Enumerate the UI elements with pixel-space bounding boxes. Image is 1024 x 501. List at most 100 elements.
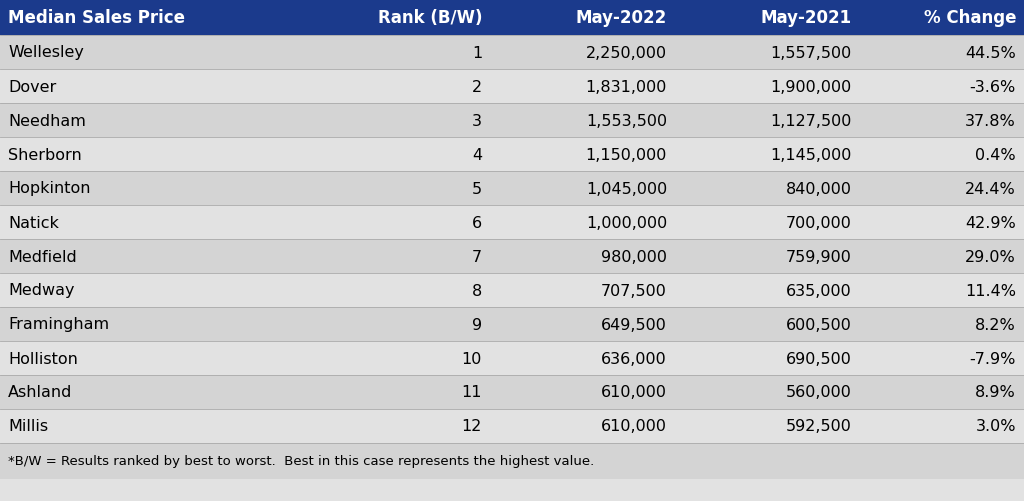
Bar	[0, 70, 310, 104]
Text: 9: 9	[472, 317, 482, 332]
Text: 24.4%: 24.4%	[966, 181, 1016, 196]
Bar	[490, 308, 675, 341]
Bar	[860, 375, 1024, 409]
Bar	[310, 274, 490, 308]
Text: 4: 4	[472, 147, 482, 162]
Text: 1,900,000: 1,900,000	[771, 79, 852, 94]
Text: Sherborn: Sherborn	[8, 147, 82, 162]
Text: 690,500: 690,500	[786, 351, 852, 366]
Bar	[860, 341, 1024, 375]
Text: 560,000: 560,000	[786, 385, 852, 400]
Text: 1: 1	[472, 46, 482, 61]
Bar	[0, 104, 310, 138]
Bar	[310, 341, 490, 375]
Text: May-2022: May-2022	[575, 9, 667, 27]
Bar	[860, 172, 1024, 205]
Text: 2: 2	[472, 79, 482, 94]
Text: Dover: Dover	[8, 79, 56, 94]
Bar	[0, 443, 1024, 479]
Text: Holliston: Holliston	[8, 351, 78, 366]
Text: Rank (B/W): Rank (B/W)	[378, 9, 482, 27]
Bar	[310, 172, 490, 205]
Bar	[675, 36, 860, 70]
Bar	[675, 138, 860, 172]
Bar	[310, 308, 490, 341]
Text: 700,000: 700,000	[786, 215, 852, 230]
Text: 707,500: 707,500	[601, 283, 667, 298]
Bar	[490, 70, 675, 104]
Bar	[490, 36, 675, 70]
Text: 1,127,500: 1,127,500	[771, 113, 852, 128]
Bar	[675, 375, 860, 409]
Bar	[310, 409, 490, 443]
Text: Needham: Needham	[8, 113, 86, 128]
Bar	[490, 205, 675, 239]
Text: 649,500: 649,500	[601, 317, 667, 332]
Text: Hopkinton: Hopkinton	[8, 181, 90, 196]
Bar	[0, 205, 310, 239]
Text: 1,150,000: 1,150,000	[586, 147, 667, 162]
Text: May-2021: May-2021	[761, 9, 852, 27]
Text: Millis: Millis	[8, 419, 48, 434]
Bar	[675, 70, 860, 104]
Text: 1,831,000: 1,831,000	[586, 79, 667, 94]
Text: Medfield: Medfield	[8, 249, 77, 264]
Bar	[310, 205, 490, 239]
Text: 29.0%: 29.0%	[966, 249, 1016, 264]
Text: Median Sales Price: Median Sales Price	[8, 9, 185, 27]
Text: Wellesley: Wellesley	[8, 46, 84, 61]
Bar	[675, 239, 860, 274]
Text: 1,000,000: 1,000,000	[586, 215, 667, 230]
Text: 840,000: 840,000	[786, 181, 852, 196]
Text: 592,500: 592,500	[786, 419, 852, 434]
Text: 600,500: 600,500	[786, 317, 852, 332]
Text: 759,900: 759,900	[786, 249, 852, 264]
Text: 8.2%: 8.2%	[975, 317, 1016, 332]
Text: 11.4%: 11.4%	[965, 283, 1016, 298]
Bar	[0, 308, 310, 341]
Bar	[860, 104, 1024, 138]
Text: 37.8%: 37.8%	[966, 113, 1016, 128]
Text: 0.4%: 0.4%	[976, 147, 1016, 162]
Bar	[860, 0, 1024, 36]
Text: 12: 12	[462, 419, 482, 434]
Bar	[490, 375, 675, 409]
Text: 980,000: 980,000	[601, 249, 667, 264]
Bar	[0, 0, 310, 36]
Bar	[860, 409, 1024, 443]
Text: Ashland: Ashland	[8, 385, 73, 400]
Bar	[860, 138, 1024, 172]
Text: -3.6%: -3.6%	[970, 79, 1016, 94]
Text: 42.9%: 42.9%	[966, 215, 1016, 230]
Bar	[310, 0, 490, 36]
Bar	[0, 375, 310, 409]
Bar	[675, 274, 860, 308]
Bar	[310, 104, 490, 138]
Text: 3: 3	[472, 113, 482, 128]
Text: Framingham: Framingham	[8, 317, 110, 332]
Bar	[675, 409, 860, 443]
Bar	[860, 274, 1024, 308]
Bar	[490, 274, 675, 308]
Bar	[490, 138, 675, 172]
Text: 8: 8	[472, 283, 482, 298]
Bar	[860, 70, 1024, 104]
Bar	[675, 205, 860, 239]
Bar	[675, 172, 860, 205]
Text: 1,553,500: 1,553,500	[586, 113, 667, 128]
Bar	[490, 0, 675, 36]
Bar	[310, 36, 490, 70]
Bar	[0, 138, 310, 172]
Bar	[0, 239, 310, 274]
Text: 1,045,000: 1,045,000	[586, 181, 667, 196]
Bar	[490, 409, 675, 443]
Text: 5: 5	[472, 181, 482, 196]
Bar	[860, 308, 1024, 341]
Text: *B/W = Results ranked by best to worst.  Best in this case represents the highes: *B/W = Results ranked by best to worst. …	[8, 454, 594, 467]
Bar	[310, 239, 490, 274]
Text: 636,000: 636,000	[601, 351, 667, 366]
Text: 1,557,500: 1,557,500	[771, 46, 852, 61]
Text: % Change: % Change	[924, 9, 1016, 27]
Bar	[310, 138, 490, 172]
Text: 1,145,000: 1,145,000	[771, 147, 852, 162]
